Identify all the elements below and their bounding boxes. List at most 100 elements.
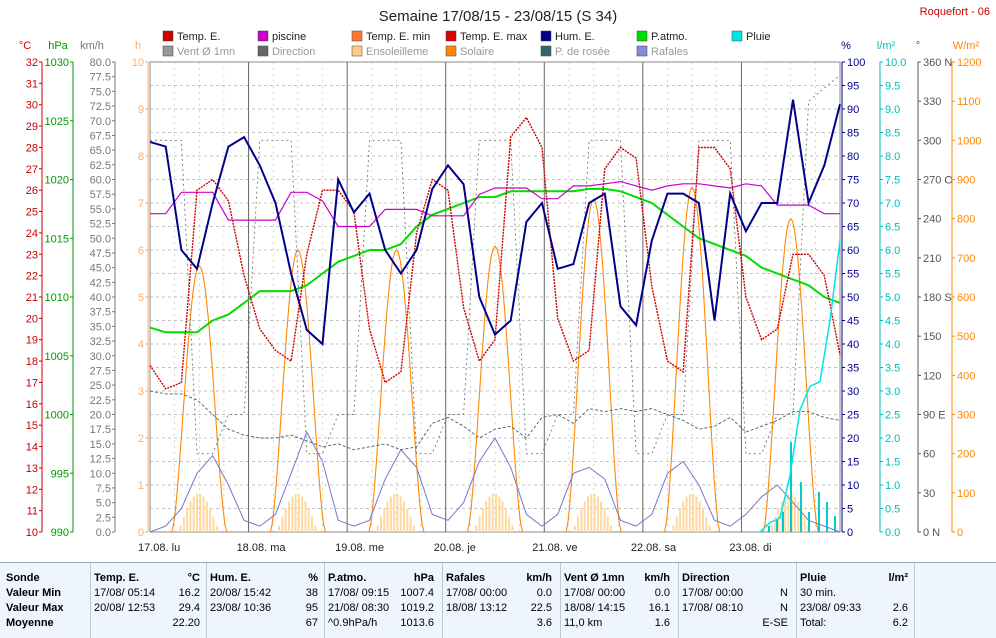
solar-series bbox=[466, 245, 524, 533]
press-axis-tick-label: 1020 bbox=[45, 175, 69, 187]
pressure-series bbox=[149, 187, 841, 334]
sunshine-bar bbox=[606, 516, 609, 532]
press-axis-tick-label: 990 bbox=[51, 527, 69, 539]
gust-min: 0.0 bbox=[536, 587, 552, 599]
temp-axis-tick-label: 25 bbox=[26, 207, 38, 219]
rain-axis-tick-label: 3.5 bbox=[885, 363, 900, 375]
press-max-date: 21/08/ 08:30 bbox=[328, 602, 390, 614]
sunshine-bar bbox=[787, 493, 790, 532]
solar-axis-tick-label: 300 bbox=[957, 410, 975, 422]
solar-axis-tick-label: 0 bbox=[957, 527, 963, 539]
sunshine-bar bbox=[380, 516, 382, 532]
legend-label: Temp. E. max bbox=[460, 31, 528, 43]
solar-axis-tick-label: 900 bbox=[957, 175, 975, 187]
rain-total: 6.2 bbox=[892, 617, 908, 629]
rain-axis-unit: l/m² bbox=[877, 40, 896, 52]
header-gust: Rafales bbox=[446, 572, 486, 584]
hum-axis-tick-label: 65 bbox=[847, 222, 859, 234]
rain-interval: 30 min. bbox=[800, 587, 837, 599]
x-tick-label: 17.08. lu bbox=[138, 542, 180, 554]
wind-axis-tick-label: 27.5 bbox=[90, 365, 111, 377]
temp-axis-tick-label: 23 bbox=[26, 249, 38, 261]
dir-avg: E-SE bbox=[762, 617, 788, 629]
sun-axis-unit: h bbox=[135, 40, 141, 52]
temp-axis-tick-label: 28 bbox=[26, 142, 38, 154]
wind-axis-tick-label: 62.5 bbox=[90, 160, 111, 172]
sunshine-bar bbox=[501, 501, 504, 532]
gust-max-date: 18/08/ 13:12 bbox=[446, 602, 508, 614]
hum-min: 38 bbox=[305, 587, 318, 599]
rain-max-date: 23/08/ 09:33 bbox=[800, 602, 862, 614]
hum-axis-tick-label: 70 bbox=[847, 198, 859, 210]
dir-axis-tick-label: 90 E bbox=[923, 410, 946, 422]
hum-axis-tick-label: 55 bbox=[847, 269, 859, 281]
sunshine-bar bbox=[186, 508, 189, 532]
sun-axis-tick-label: 1 bbox=[138, 480, 144, 492]
legend-label: P.atmo. bbox=[651, 31, 688, 43]
dir-axis-tick-label: 150 bbox=[923, 331, 941, 343]
rain-axis-tick-label: 8.5 bbox=[885, 128, 900, 140]
press-axis-tick-label: 1010 bbox=[45, 292, 69, 304]
hum-axis-tick-label: 35 bbox=[847, 363, 859, 375]
rain-bar bbox=[790, 442, 792, 532]
sunshine-bar bbox=[389, 496, 392, 532]
sunshine-bar bbox=[794, 496, 796, 532]
sun-axis-tick-label: 7 bbox=[138, 198, 144, 210]
wind-axis-tick-label: 7.5 bbox=[96, 483, 111, 495]
legend-swatch bbox=[540, 45, 552, 57]
press-axis-tick-label: 995 bbox=[51, 468, 69, 480]
wind-min-date: 17/08/ 00:00 bbox=[564, 587, 626, 599]
solar-axis-tick-label: 200 bbox=[957, 449, 975, 461]
hum-axis-tick-label: 5 bbox=[847, 504, 853, 516]
hum-axis-tick-label: 85 bbox=[847, 128, 859, 140]
press-trend: ^0.9hPa/h bbox=[328, 617, 378, 629]
legend-label: Solaire bbox=[460, 46, 494, 58]
sunshine-bar bbox=[288, 501, 290, 532]
solar-axis-tick-label: 1000 bbox=[957, 135, 981, 147]
wind-max: 16.1 bbox=[648, 602, 670, 614]
legend-label: Hum. E. bbox=[555, 31, 595, 43]
sunshine-bar bbox=[580, 508, 583, 532]
rain-bar bbox=[768, 526, 770, 532]
sunshine-bar bbox=[695, 496, 698, 532]
wind-axis-tick-label: 75.0 bbox=[90, 86, 111, 98]
hum-axis-tick-label: 0 bbox=[847, 527, 853, 539]
station-name: Roquefort - 06 bbox=[920, 6, 990, 18]
legend-label: Pluie bbox=[746, 31, 770, 43]
rain-axis-tick-label: 4.0 bbox=[885, 339, 900, 351]
legend-swatch bbox=[636, 30, 648, 42]
sunshine-bar bbox=[485, 501, 488, 532]
press-axis-tick-label: 1015 bbox=[45, 233, 69, 245]
wind-axis-tick-label: 55.0 bbox=[90, 204, 111, 216]
x-tick-label: 23.08. di bbox=[729, 542, 771, 554]
sunshine-bar bbox=[281, 516, 284, 532]
press-min: 1007.4 bbox=[400, 587, 434, 599]
legend-label: Temp. E. min bbox=[366, 31, 430, 43]
sunshine-bar bbox=[406, 508, 409, 532]
temp-axis-tick-label: 16 bbox=[26, 399, 38, 411]
rain-axis-tick-label: 9.5 bbox=[885, 81, 900, 93]
wind-axis-tick-label: 12.5 bbox=[90, 454, 111, 466]
rain-max: 2.6 bbox=[892, 602, 908, 614]
sun-axis-tick-label: 2 bbox=[138, 433, 144, 445]
legend-label: Ensoleilleme bbox=[366, 46, 428, 58]
legend-swatch bbox=[257, 30, 269, 42]
wind-axis-tick-label: 60.0 bbox=[90, 175, 111, 187]
stats-col-sonde: Sonde Valeur Min Valeur Max Moyenne bbox=[6, 563, 90, 638]
sunshine-bar bbox=[777, 508, 780, 532]
temp-min: 16.2 bbox=[178, 587, 200, 599]
sunshine-bar bbox=[393, 493, 396, 532]
wind-axis-tick-label: 20.0 bbox=[90, 410, 111, 422]
hum-axis-tick-label: 50 bbox=[847, 292, 859, 304]
sunshine-bar bbox=[314, 525, 317, 532]
rain-axis-tick-label: 5.0 bbox=[885, 292, 900, 304]
dir-axis-tick-label: 120 bbox=[923, 370, 941, 382]
sunshine-bar bbox=[573, 525, 576, 532]
sunshine-bar bbox=[304, 501, 307, 532]
solar-axis-tick-label: 100 bbox=[957, 488, 975, 500]
sunshine-bar bbox=[682, 501, 685, 532]
wind-axis-tick-label: 77.5 bbox=[90, 72, 111, 84]
sunshine-bar bbox=[593, 493, 596, 532]
header-wind: Vent Ø 1mn bbox=[564, 572, 625, 584]
stats-col-gust: Rafales km/h 17/08/ 00:00 0.0 18/08/ 13:12… bbox=[446, 563, 556, 638]
